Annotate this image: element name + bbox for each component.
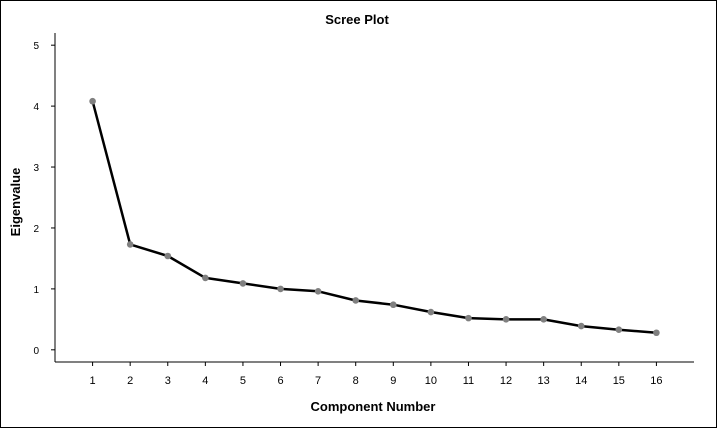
data-series [89, 97, 660, 337]
data-point [427, 308, 435, 316]
chart-title: Scree Plot [325, 12, 389, 27]
data-point [540, 316, 547, 323]
x-tick-label: 3 [165, 375, 171, 387]
data-point [465, 314, 472, 322]
data-point [202, 274, 209, 282]
x-axis-ticks: 1 2 3 4 5 6 7 8 9 10 11 12 13 14 15 16 [90, 362, 663, 387]
x-tick-label: 1 [90, 375, 96, 387]
data-point [389, 301, 397, 309]
x-tick-label: 12 [500, 375, 512, 387]
y-tick-label: 1 [33, 285, 39, 296]
y-tick-label: 3 [33, 163, 39, 174]
y-axis-ticks: 0 1 2 3 4 5 [33, 41, 55, 357]
data-point [239, 280, 247, 287]
y-tick-label: 2 [33, 224, 39, 235]
data-point [615, 326, 623, 334]
x-tick-label: 5 [240, 375, 246, 387]
x-tick-label: 7 [315, 375, 321, 387]
x-tick-label: 8 [353, 375, 359, 387]
y-tick-label: 0 [33, 346, 39, 357]
y-tick-label: 5 [33, 41, 39, 52]
data-point [577, 322, 585, 330]
x-tick-label: 14 [575, 375, 587, 387]
x-tick-label: 13 [538, 375, 550, 387]
y-axis-title: Eigenvalue [8, 168, 23, 237]
data-point [126, 241, 134, 248]
data-point [653, 329, 660, 337]
series-line [91, 100, 657, 335]
x-tick-label: 15 [613, 375, 625, 387]
y-tick-label: 4 [33, 102, 39, 113]
data-point [89, 97, 96, 105]
x-tick-label: 10 [425, 375, 437, 387]
data-point [277, 285, 284, 293]
x-tick-label: 6 [277, 375, 283, 387]
x-axis-title: Component Number [311, 399, 436, 414]
data-point [314, 288, 322, 295]
x-tick-label: 11 [463, 375, 474, 387]
data-point [164, 252, 172, 260]
data-point [352, 297, 360, 304]
data-point [502, 316, 510, 323]
x-tick-label: 4 [202, 375, 208, 387]
x-tick-label: 16 [650, 375, 662, 387]
x-tick-label: 9 [390, 375, 396, 387]
x-tick-label: 2 [127, 375, 133, 387]
